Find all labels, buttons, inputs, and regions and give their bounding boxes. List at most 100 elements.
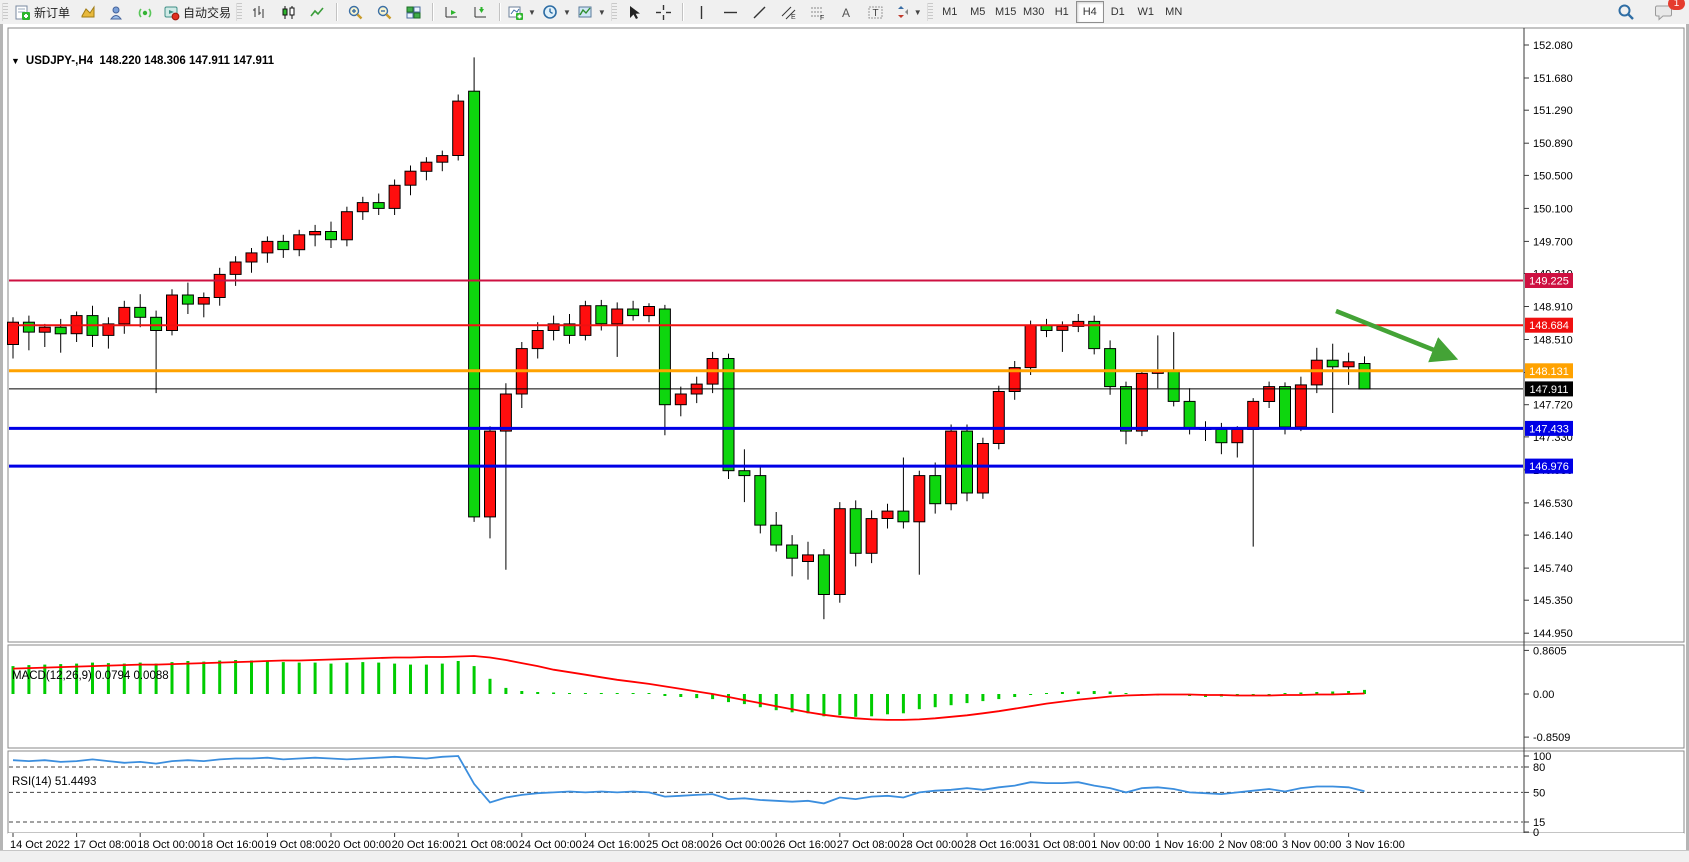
community-button[interactable] — [102, 1, 131, 24]
svg-text:28 Oct 16:00: 28 Oct 16:00 — [964, 839, 1027, 851]
price-badge-146.976: 146.976 — [1525, 458, 1573, 474]
svg-text:150.500: 150.500 — [1533, 170, 1573, 182]
svg-text:A: A — [842, 6, 850, 20]
svg-text:20 Oct 00:00: 20 Oct 00:00 — [328, 839, 391, 851]
svg-text:148.684: 148.684 — [1529, 320, 1569, 332]
timeframe-d1-button[interactable]: D1 — [1110, 6, 1125, 18]
pane-0 — [7, 27, 1685, 643]
price-badge-149.225: 149.225 — [1525, 273, 1573, 288]
text-button[interactable]: A — [832, 1, 861, 24]
symbol-period: USDJPY-,H4 — [25, 55, 94, 67]
notifications-button[interactable]: 1 — [1650, 0, 1685, 24]
chart-window: 152.080 151.680 151.290 150.890 150.500 150.1… — [0, 24, 1689, 861]
status-strip — [0, 850, 1689, 862]
new-chart-button[interactable]: ▼ — [504, 1, 539, 24]
zoom-out-button[interactable] — [370, 1, 399, 24]
charts-toolbar: ▼ ▼ ▼ — [245, 0, 609, 24]
ohlc-values: 148.220 148.306 147.911 147.911 — [99, 55, 275, 67]
new-order-label: 新订单 — [34, 5, 71, 20]
timeframe-m30-button[interactable]: M30 — [1023, 6, 1045, 18]
cursor-button[interactable] — [620, 1, 649, 24]
toolbar-gripper — [926, 3, 933, 21]
timeframes-toolbar: M1 M5 M15 M30 H1 H4 D1 W1 MN — [936, 0, 1188, 24]
chevron-down-icon: ▼ — [528, 7, 536, 17]
new-order-icon — [14, 4, 31, 21]
vertical-line-icon — [693, 4, 710, 21]
auto-scroll-button[interactable] — [437, 1, 466, 24]
svg-text:15: 15 — [1533, 817, 1545, 829]
trendline-icon — [751, 4, 768, 21]
svg-text:26 Oct 00:00: 26 Oct 00:00 — [710, 839, 773, 851]
timeframe-m15-button[interactable]: M15 — [995, 6, 1017, 18]
svg-text:F: F — [820, 15, 824, 21]
trendline-button[interactable] — [745, 1, 774, 24]
svg-text:148.131: 148.131 — [1529, 366, 1569, 378]
market-watch-button[interactable] — [73, 1, 102, 24]
svg-text:-0.8509: -0.8509 — [1533, 732, 1570, 744]
toolbar-gripper — [2, 3, 8, 21]
bar-chart-icon — [251, 4, 268, 21]
autotrading-label: 自动交易 — [183, 5, 232, 20]
horizontal-line-icon — [722, 4, 739, 21]
horizontal-line-button[interactable] — [716, 1, 745, 24]
periods-button[interactable]: ▼ — [539, 1, 574, 24]
candles — [7, 57, 1371, 620]
signals-button[interactable] — [131, 1, 160, 24]
timeframe-h1-button[interactable]: H1 — [1054, 6, 1069, 18]
svg-text:26 Oct 16:00: 26 Oct 16:00 — [773, 839, 836, 851]
svg-text:27 Oct 08:00: 27 Oct 08:00 — [837, 839, 900, 851]
text-label-button[interactable]: T — [861, 1, 890, 24]
time-axis-labels: 14 Oct 2022 17 Oct 08:00 18 Oct 00:00 18 Oc… — [10, 833, 1405, 851]
autotrading-icon — [163, 4, 180, 21]
macd-signal-line — [12, 655, 1365, 721]
macd-histogram — [11, 660, 1366, 717]
channel-button[interactable]: E — [774, 1, 803, 24]
new-order-button[interactable]: 新订单 — [11, 1, 73, 24]
toolbar: 新订单 自动交易 — [0, 0, 1689, 25]
svg-text:50: 50 — [1533, 787, 1545, 799]
timeframe-w1-button[interactable]: W1 — [1137, 6, 1154, 18]
svg-text:24 Oct 00:00: 24 Oct 00:00 — [519, 839, 582, 851]
chart-title: ▼ USDJPY-,H4 148.220 148.306 147.911 147.… — [11, 55, 274, 67]
separator — [499, 3, 501, 21]
tile-windows-icon — [405, 4, 422, 21]
svg-text:150.890: 150.890 — [1533, 138, 1573, 150]
fibonacci-button[interactable]: F — [803, 1, 832, 24]
svg-text:149.225: 149.225 — [1529, 276, 1569, 288]
equidistant-channel-icon: E — [780, 4, 797, 21]
auto-scroll-icon — [443, 4, 460, 21]
autotrading-button[interactable]: 自动交易 — [160, 1, 234, 24]
tile-windows-button[interactable] — [399, 1, 428, 24]
separator — [681, 3, 683, 21]
macd-indicator-label: MACD(12,26,9) 0.0794 0.0088 — [12, 670, 169, 682]
timeframe-mn-button[interactable]: MN — [1165, 6, 1183, 18]
chart-shift-button[interactable] — [466, 1, 495, 24]
vertical-line-button[interactable] — [687, 1, 716, 24]
collapse-icon[interactable]: ▼ — [11, 56, 20, 66]
bar-chart-button[interactable] — [245, 1, 274, 24]
timeframe-m1-button[interactable]: M1 — [942, 6, 958, 18]
macd-axis-ticks: 0.8605 0.00 -0.8509 — [1524, 645, 1570, 744]
toolbar-gripper — [610, 3, 617, 21]
timeframe-m5-button[interactable]: M5 — [970, 6, 986, 18]
chart-shift-icon — [472, 4, 489, 21]
cursor-icon — [626, 4, 643, 21]
zoom-in-button[interactable] — [341, 1, 370, 24]
svg-text:80: 80 — [1533, 762, 1545, 774]
templates-button[interactable]: ▼ — [574, 1, 609, 24]
notification-count-badge: 1 — [1668, 0, 1685, 10]
crosshair-button[interactable] — [649, 1, 678, 24]
arrows-button[interactable]: ▼ — [890, 1, 925, 24]
chart-canvas[interactable]: 152.080 151.680 151.290 150.890 150.500 150.1… — [3, 24, 1689, 861]
line-chart-button[interactable] — [303, 1, 332, 24]
timeframe-h4-button[interactable]: H4 — [1075, 1, 1104, 23]
candlestick-chart-button[interactable] — [274, 1, 303, 24]
search-button[interactable] — [1611, 1, 1640, 24]
line-chart-icon — [309, 4, 326, 21]
svg-text:0.8605: 0.8605 — [1533, 645, 1567, 657]
template-icon — [577, 4, 594, 21]
clock-icon — [542, 4, 559, 21]
new-chart-icon — [507, 4, 524, 21]
svg-text:150.100: 150.100 — [1533, 203, 1573, 215]
